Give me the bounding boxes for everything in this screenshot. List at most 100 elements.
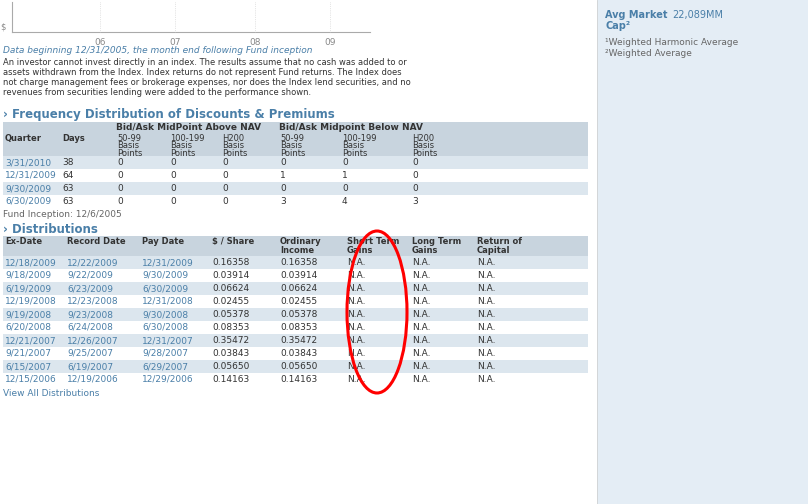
Text: 9/30/2008: 9/30/2008	[142, 310, 188, 319]
Text: Capital: Capital	[477, 246, 511, 255]
Text: Basis: Basis	[117, 142, 139, 151]
Text: 0: 0	[280, 158, 286, 167]
Text: ¹Weighted Harmonic Average: ¹Weighted Harmonic Average	[605, 38, 739, 47]
Text: N.A.: N.A.	[347, 323, 365, 332]
Polygon shape	[3, 373, 588, 386]
Polygon shape	[3, 236, 588, 256]
Text: 12/29/2006: 12/29/2006	[142, 375, 194, 384]
Text: 6/19/2009: 6/19/2009	[5, 284, 51, 293]
Text: N.A.: N.A.	[347, 284, 365, 293]
Text: 0.06624: 0.06624	[280, 284, 317, 293]
Polygon shape	[3, 295, 588, 308]
Text: 0.35472: 0.35472	[280, 336, 317, 345]
Text: 9/28/2007: 9/28/2007	[142, 349, 188, 358]
Text: N.A.: N.A.	[477, 310, 495, 319]
Text: 12/22/2009: 12/22/2009	[67, 258, 119, 267]
Text: 12/31/2007: 12/31/2007	[142, 336, 194, 345]
Polygon shape	[3, 360, 588, 373]
Text: › Distributions: › Distributions	[3, 223, 98, 236]
Polygon shape	[3, 169, 588, 182]
Text: 6/20/2008: 6/20/2008	[5, 323, 51, 332]
Text: 0: 0	[342, 158, 347, 167]
Text: N.A.: N.A.	[477, 323, 495, 332]
Text: Return of: Return of	[477, 237, 522, 246]
Text: 22,089MM: 22,089MM	[672, 10, 723, 20]
Text: 9/18/2009: 9/18/2009	[5, 271, 51, 280]
Text: 9/30/2009: 9/30/2009	[142, 271, 188, 280]
Text: 0.03914: 0.03914	[280, 271, 318, 280]
Text: 0: 0	[117, 158, 123, 167]
Text: 0.05378: 0.05378	[212, 310, 250, 319]
Text: N.A.: N.A.	[412, 362, 431, 371]
Text: N.A.: N.A.	[477, 258, 495, 267]
Text: 3: 3	[280, 197, 286, 206]
Text: 0: 0	[342, 184, 347, 193]
Text: Gains: Gains	[412, 246, 439, 255]
Text: Avg Market: Avg Market	[605, 10, 667, 20]
Text: 12/19/2008: 12/19/2008	[5, 297, 57, 306]
Text: Basis: Basis	[170, 142, 192, 151]
Text: N.A.: N.A.	[412, 297, 431, 306]
Text: Bid/Ask Midpoint Below NAV: Bid/Ask Midpoint Below NAV	[279, 122, 423, 132]
Text: N.A.: N.A.	[477, 284, 495, 293]
Text: Points: Points	[117, 149, 142, 158]
Polygon shape	[3, 195, 588, 208]
Text: 50-99: 50-99	[280, 134, 304, 143]
Text: 6/23/2009: 6/23/2009	[67, 284, 113, 293]
Text: 0: 0	[170, 184, 176, 193]
Text: 12/21/2007: 12/21/2007	[5, 336, 57, 345]
Text: 0.08353: 0.08353	[212, 323, 250, 332]
Text: 63: 63	[62, 197, 74, 206]
Text: N.A.: N.A.	[412, 323, 431, 332]
Text: N.A.: N.A.	[412, 258, 431, 267]
Text: 12/23/2008: 12/23/2008	[67, 297, 119, 306]
Text: Pay Date: Pay Date	[142, 237, 184, 246]
Text: 1: 1	[280, 171, 286, 180]
Text: 6/30/2009: 6/30/2009	[142, 284, 188, 293]
Text: H200: H200	[222, 134, 244, 143]
Text: 12/31/2009: 12/31/2009	[142, 258, 194, 267]
Text: Income: Income	[280, 246, 314, 255]
Text: 0: 0	[280, 184, 286, 193]
Text: 6/19/2007: 6/19/2007	[67, 362, 113, 371]
Polygon shape	[3, 256, 588, 269]
Text: N.A.: N.A.	[347, 258, 365, 267]
Text: 07: 07	[169, 38, 181, 47]
Text: 0: 0	[170, 171, 176, 180]
Text: N.A.: N.A.	[477, 271, 495, 280]
Text: N.A.: N.A.	[412, 375, 431, 384]
Text: 08: 08	[249, 38, 261, 47]
Text: 0.14163: 0.14163	[212, 375, 249, 384]
Polygon shape	[3, 269, 588, 282]
Polygon shape	[597, 0, 808, 504]
Text: 9/25/2007: 9/25/2007	[67, 349, 113, 358]
Text: 63: 63	[62, 184, 74, 193]
Text: Ex-Date: Ex-Date	[5, 237, 42, 246]
Polygon shape	[3, 156, 588, 169]
Text: 0.02455: 0.02455	[280, 297, 317, 306]
Text: N.A.: N.A.	[477, 349, 495, 358]
Text: Fund Inception: 12/6/2005: Fund Inception: 12/6/2005	[3, 210, 122, 219]
Text: 0.03843: 0.03843	[212, 349, 249, 358]
Text: 6/15/2007: 6/15/2007	[5, 362, 51, 371]
Text: assets withdrawn from the Index. Index returns do not represent Fund returns. Th: assets withdrawn from the Index. Index r…	[3, 68, 402, 77]
Polygon shape	[3, 182, 588, 195]
Text: N.A.: N.A.	[347, 349, 365, 358]
Polygon shape	[3, 132, 588, 156]
Text: 3/31/2010: 3/31/2010	[5, 158, 51, 167]
Text: Short Term: Short Term	[347, 237, 399, 246]
Polygon shape	[3, 334, 588, 347]
Text: Days: Days	[62, 134, 85, 143]
Text: 6/29/2007: 6/29/2007	[142, 362, 188, 371]
Text: 12/18/2009: 12/18/2009	[5, 258, 57, 267]
Text: 9/22/2009: 9/22/2009	[67, 271, 113, 280]
Text: N.A.: N.A.	[412, 284, 431, 293]
Text: 0.06624: 0.06624	[212, 284, 249, 293]
Text: Bid/Ask MidPoint Above NAV: Bid/Ask MidPoint Above NAV	[116, 122, 261, 132]
Text: Basis: Basis	[412, 142, 434, 151]
Text: Ordinary: Ordinary	[280, 237, 322, 246]
Text: H200: H200	[412, 134, 434, 143]
Text: N.A.: N.A.	[347, 297, 365, 306]
Text: 0: 0	[222, 184, 228, 193]
Text: 6/30/2008: 6/30/2008	[142, 323, 188, 332]
